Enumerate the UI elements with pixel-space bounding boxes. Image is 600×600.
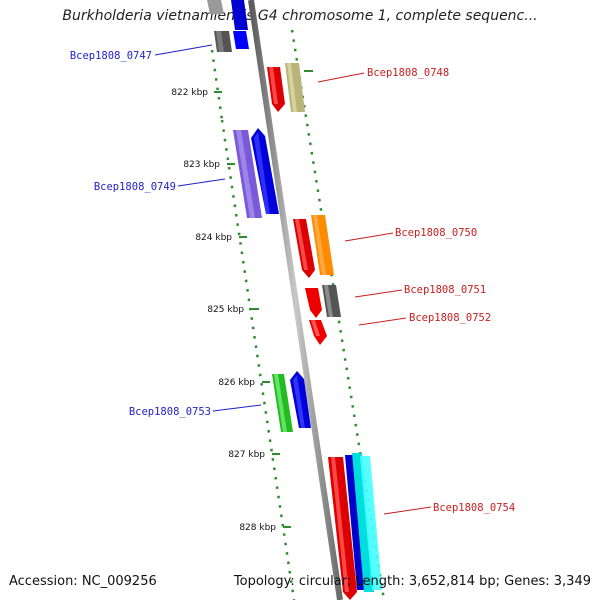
gene-label-0747[interactable]: Bcep1808_0747 (70, 50, 152, 62)
gene-label-0750[interactable]: Bcep1808_0750 (395, 227, 477, 239)
gene-Bcep1808_0752[interactable] (309, 320, 327, 345)
accession-text: Accession: NC_009256 (9, 574, 157, 589)
scale-label-826: 826 kbp (218, 378, 255, 388)
gene-label-0753[interactable]: Bcep1808_0753 (129, 406, 211, 418)
gene-Bcep1808_0749[interactable] (233, 128, 279, 218)
region-border-right (290, 29, 386, 600)
region-border-left (210, 49, 296, 600)
label-leaders (154, 44, 432, 515)
gene-Bcep1808_0748[interactable] (267, 63, 305, 112)
scale-label-823: 823 kbp (183, 160, 220, 170)
gene-Bcep1808_0747[interactable] (207, 0, 249, 52)
gene-Bcep1808_0751[interactable] (305, 285, 341, 318)
gene-label-0751[interactable]: Bcep1808_0751 (404, 284, 486, 296)
scale-label-825: 825 kbp (207, 305, 244, 315)
chromosome-backbone (248, 0, 343, 600)
gene-label-0754[interactable]: Bcep1808_0754 (433, 502, 515, 514)
scale-label-827: 827 kbp (228, 450, 265, 460)
scale-label-824: 824 kbp (195, 233, 232, 243)
gene-Bcep1808_0753[interactable] (272, 371, 311, 432)
gene-label-0752[interactable]: Bcep1808_0752 (409, 312, 491, 324)
gene-label-0748[interactable]: Bcep1808_0748 (367, 67, 449, 79)
gene-Bcep1808_0750[interactable] (293, 215, 334, 278)
scale-ticks (214, 70, 313, 528)
scale-label-828: 828 kbp (239, 523, 276, 533)
scale-label-822: 822 kbp (171, 88, 208, 98)
map-title: Burkholderia vietnamiensis G4 chromosome… (62, 8, 538, 24)
gene-label-0749[interactable]: Bcep1808_0749 (94, 181, 176, 193)
gene-Bcep1808_0754[interactable] (328, 453, 382, 600)
topology-info-text: Topology: circular; Length: 3,652,814 bp… (233, 574, 591, 589)
